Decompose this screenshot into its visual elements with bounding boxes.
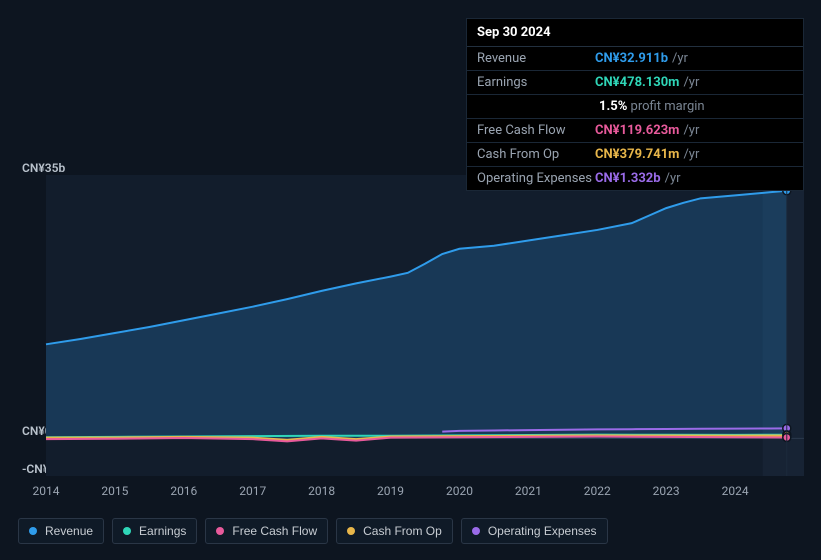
tooltip-profit-margin-pct: 1.5% <box>599 99 627 114</box>
x-axis-label: 2022 <box>584 484 611 498</box>
legend-dot-icon <box>123 527 131 535</box>
legend-label: Operating Expenses <box>488 524 597 538</box>
x-axis-label: 2017 <box>239 484 266 498</box>
legend-label: Earnings <box>139 524 186 538</box>
x-axis-label: 2015 <box>101 484 128 498</box>
legend-item-opex[interactable]: Operating Expenses <box>461 518 608 544</box>
x-axis-label: 2014 <box>33 484 60 498</box>
financials-chart[interactable] <box>18 175 804 476</box>
legend-item-earnings[interactable]: Earnings <box>112 518 197 544</box>
tooltip-label: Free Cash Flow <box>477 123 595 138</box>
tooltip-row-opex: Operating ExpensesCN¥1.332b/yr <box>467 167 803 190</box>
chart-tooltip: Sep 30 2024 RevenueCN¥32.911b/yrEarnings… <box>466 18 804 191</box>
legend-dot-icon <box>347 527 355 535</box>
tooltip-unit: /yr <box>672 51 688 66</box>
legend-label: Cash From Op <box>363 524 442 538</box>
chart-svg <box>18 175 804 476</box>
legend-dot-icon <box>29 527 37 535</box>
x-axis-label: 2019 <box>377 484 404 498</box>
x-axis-label: 2016 <box>170 484 197 498</box>
tooltip-value: CN¥379.741m <box>595 147 679 162</box>
tooltip-label: Operating Expenses <box>477 171 595 186</box>
x-axis-label: 2020 <box>446 484 473 498</box>
tooltip-row-earnings: EarningsCN¥478.130m/yr <box>467 71 803 95</box>
x-axis-label: 2018 <box>308 484 335 498</box>
x-axis-label: 2023 <box>653 484 680 498</box>
tooltip-label: Revenue <box>477 51 595 66</box>
tooltip-label: Cash From Op <box>477 147 595 162</box>
tooltip-unit: /yr <box>665 171 681 186</box>
y-axis-label: CN¥35b <box>22 161 65 175</box>
tooltip-value: CN¥119.623m <box>595 123 679 138</box>
chart-legend: Revenue Earnings Free Cash Flow Cash From O… <box>18 518 608 544</box>
tooltip-unit: /yr <box>683 75 699 90</box>
legend-dot-icon <box>472 527 480 535</box>
x-axis-label: 2021 <box>515 484 542 498</box>
tooltip-row-revenue: RevenueCN¥32.911b/yr <box>467 47 803 71</box>
legend-item-revenue[interactable]: Revenue <box>18 518 104 544</box>
tooltip-date: Sep 30 2024 <box>467 19 803 47</box>
tooltip-row-cfo: Cash From OpCN¥379.741m/yr <box>467 143 803 167</box>
legend-label: Revenue <box>45 524 93 538</box>
x-axis-label: 2024 <box>722 484 749 498</box>
tooltip-value: CN¥478.130m <box>595 75 679 90</box>
legend-dot-icon <box>216 527 224 535</box>
tooltip-label: Earnings <box>477 75 595 90</box>
tooltip-unit: /yr <box>683 147 699 162</box>
tooltip-value: CN¥32.911b <box>595 51 668 66</box>
legend-item-cfo[interactable]: Cash From Op <box>336 518 453 544</box>
tooltip-unit: /yr <box>683 123 699 138</box>
legend-item-fcf[interactable]: Free Cash Flow <box>205 518 328 544</box>
legend-label: Free Cash Flow <box>232 524 317 538</box>
tooltip-value: CN¥1.332b <box>595 171 661 186</box>
tooltip-row-fcf: Free Cash FlowCN¥119.623m/yr <box>467 119 803 143</box>
tooltip-subrow-earnings: 1.5% profit margin <box>467 95 803 119</box>
